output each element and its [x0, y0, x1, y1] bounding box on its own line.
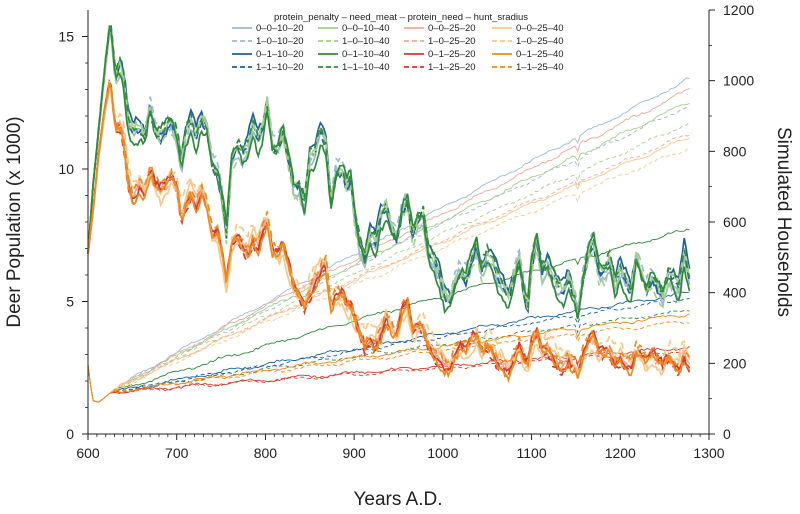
households-line	[87, 346, 690, 403]
legend-label: 1–0–25–40	[516, 36, 564, 47]
legend-label: 1–1–25–20	[428, 62, 476, 73]
legend-label: 1–1–10–40	[342, 62, 390, 73]
deer-line	[87, 28, 691, 315]
households-line	[87, 313, 690, 403]
legend-entry: 1–1–10–40	[318, 62, 390, 73]
households-line	[87, 228, 690, 403]
x-tick-label: 1000	[427, 445, 458, 461]
legend: protein_penalty – need_meat – protein_ne…	[232, 12, 564, 73]
y-tick-label: 0	[66, 426, 74, 442]
households-line	[87, 134, 690, 403]
x-tick-label: 900	[342, 445, 366, 461]
legend-entry: 1–0–25–20	[404, 36, 476, 47]
legend-entry: 1–0–10–20	[232, 36, 304, 47]
legend-entry: 0–0–25–20	[404, 23, 476, 34]
households-line	[87, 298, 690, 403]
y2-tick-label: 1200	[723, 2, 754, 18]
legend-entry: 0–0–10–20	[232, 23, 304, 34]
y2-axis-label: Simulated Households	[773, 127, 794, 317]
households-line	[87, 137, 690, 403]
legend-entry: 0–1–10–40	[318, 49, 390, 60]
legend-entry: 1–1–25–20	[404, 62, 476, 73]
x-tick-label: 1100	[517, 445, 547, 461]
legend-items: 0–0–10–20 1–0–10–20 0–1–10–20 1–1–10–20 0–0–…	[232, 23, 564, 73]
y2-tick-label: 400	[723, 285, 747, 301]
legend-entry: 1–0–25–40	[492, 36, 564, 47]
households-line	[87, 148, 690, 403]
x-tick-label: 1300	[693, 445, 724, 461]
deer-line	[87, 81, 691, 366]
legend-label: 1–0–10–20	[256, 36, 304, 47]
legend-label: 1–0–10–40	[342, 36, 390, 47]
legend-label: 0–1–10–40	[342, 49, 390, 60]
legend-label: 0–0–10–20	[256, 23, 304, 34]
legend-label: 0–1–25–20	[428, 49, 476, 60]
y-tick-label: 10	[58, 161, 74, 177]
deer-line	[87, 32, 691, 315]
series-layer	[87, 25, 691, 403]
deer-line	[87, 25, 691, 320]
legend-entry: 1–1–10–20	[232, 62, 304, 73]
y-axis-label: Deer Population (x 1000)	[4, 116, 25, 327]
households-line	[87, 349, 690, 403]
deer-line	[87, 82, 691, 383]
legend-entry: 0–0–10–40	[318, 23, 390, 34]
legend-entry: 0–1–25–20	[404, 49, 476, 60]
legend-entry: 1–0–10–40	[318, 36, 390, 47]
legend-entry: 0–1–10–20	[232, 49, 304, 60]
households-line	[87, 321, 690, 403]
y2-tick-label: 600	[723, 214, 747, 230]
deer-line	[87, 80, 691, 378]
y-tick-label: 5	[66, 294, 74, 310]
x-tick-label: 600	[76, 445, 100, 461]
legend-label: 0–1–10–20	[256, 49, 304, 60]
x-axis-label: Years A.D.	[353, 489, 442, 510]
legend-label: 1–1–25–40	[516, 62, 564, 73]
legend-label: 0–1–25–40	[516, 49, 564, 60]
legend-entry: 0–1–25–40	[492, 49, 564, 60]
households-line	[87, 291, 690, 403]
legend-label: 1–1–10–20	[256, 62, 304, 73]
y2-tick-label: 800	[723, 143, 747, 159]
y2-tick-label: 0	[723, 426, 731, 442]
legend-label: 0–0–25–40	[516, 23, 564, 34]
legend-entry: 1–1–25–40	[492, 62, 564, 73]
legend-label: 0–0–10–40	[342, 23, 390, 34]
x-tick-label: 700	[165, 445, 189, 461]
legend-label: 0–0–25–20	[428, 23, 476, 34]
households-line	[87, 103, 690, 403]
x-tick-label: 1200	[605, 445, 636, 461]
legend-entry: 0–0–25–40	[492, 23, 564, 34]
legend-label: 1–0–25–20	[428, 36, 476, 47]
ticks-layer: 600 700 800 900 1000 1100 1200 1300 0 5 10 15 0 200 40…	[58, 2, 754, 461]
x-tick-label: 800	[254, 445, 278, 461]
y-tick-label: 15	[58, 29, 74, 45]
y2-tick-label: 200	[723, 355, 747, 371]
y2-tick-label: 1000	[723, 73, 754, 89]
legend-title: protein_penalty – need_meat – protein_ne…	[274, 12, 528, 23]
